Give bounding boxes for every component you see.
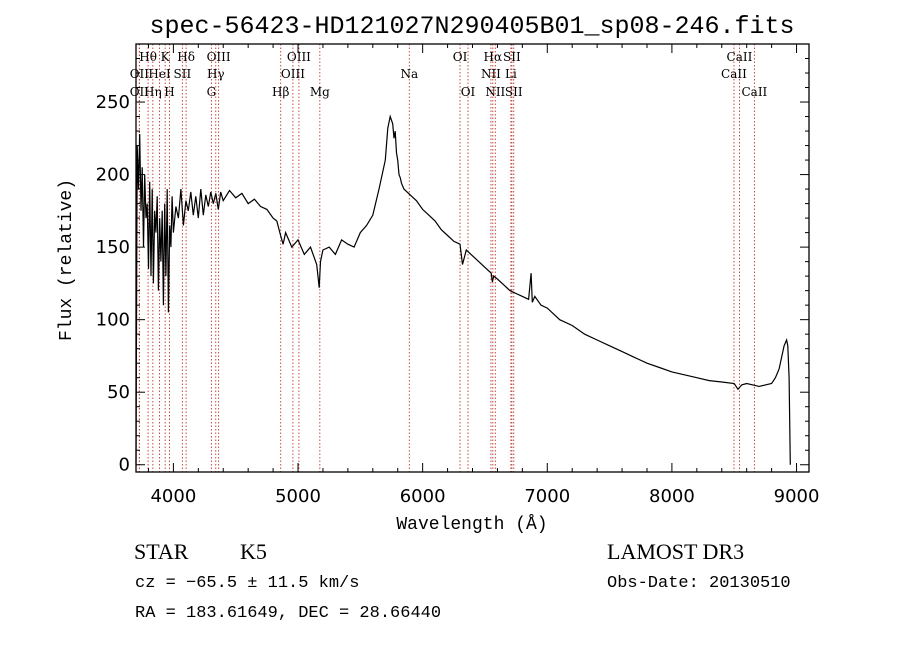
x-tick-label-2: 6000 <box>400 486 446 507</box>
line-label-10: Hγ <box>207 67 225 81</box>
x-tick-label-5: 9000 <box>774 486 820 507</box>
observation-date: Obs-Date: 20130510 <box>607 574 791 593</box>
line-label-24: SII <box>505 85 523 99</box>
line-label-6: Hδ <box>177 50 195 64</box>
line-label-9: OIII <box>207 50 231 64</box>
line-label-5: Hη <box>144 85 162 99</box>
line-label-8: H <box>164 85 174 99</box>
y-tick-label-1: 50 <box>107 382 130 403</box>
line-label-3: K <box>161 50 171 64</box>
line-label-22: Li <box>505 67 517 81</box>
object-class: STAR <box>134 539 189 564</box>
spectral-line-markers <box>138 44 755 472</box>
y-axis-label: Flux (relative) <box>57 179 77 341</box>
chart-title: spec-56423-HD121027N290405B01_sp08-246.f… <box>149 12 794 41</box>
object-subclass: K5 <box>240 539 267 564</box>
y-tick-label-2: 100 <box>96 310 130 331</box>
line-label-27: CaII <box>741 85 767 99</box>
y-tick-label-5: 250 <box>96 92 130 113</box>
x-tick-label-3: 7000 <box>524 486 570 507</box>
line-label-13: OIII <box>281 67 305 81</box>
y-tick-label-0: 0 <box>119 455 130 476</box>
line-label-4: HeI <box>148 67 171 81</box>
plot-frame <box>135 43 810 473</box>
line-label-7: SII <box>174 67 192 81</box>
x-axis-ticks: 4000 5000 6000 7000 8000 9000 <box>147 44 820 507</box>
y-tick-label-3: 150 <box>96 237 130 258</box>
y-tick-label-4: 200 <box>96 165 130 186</box>
line-label-0: Hθ <box>139 50 157 64</box>
line-label-18: OI <box>461 85 476 99</box>
line-label-25: CaII <box>727 50 753 64</box>
line-label-26: CaII <box>721 67 747 81</box>
line-label-11: G <box>207 85 217 99</box>
line-label-14: Hβ <box>272 85 289 99</box>
sky-coordinates: RA = 183.61649, DEC = 28.66440 <box>135 604 442 623</box>
line-label-20: SII <box>503 50 521 64</box>
line-label-19: Hα <box>484 50 503 64</box>
x-tick-label-1: 5000 <box>275 486 321 507</box>
line-label-17: OI <box>453 50 468 64</box>
x-tick-label-4: 8000 <box>649 486 695 507</box>
line-label-23: NII <box>485 85 505 99</box>
line-label-12: OIII <box>287 50 311 64</box>
redshift-velocity: cz = −65.5 ± 11.5 km/s <box>135 574 360 593</box>
x-axis-label: Wavelength (Å) <box>396 514 547 535</box>
flux-series-line <box>135 114 791 465</box>
line-label-1: OII <box>130 67 150 81</box>
line-label-15: Mg <box>310 85 330 99</box>
y-axis-ticks: 0 50 100 150 200 250 <box>96 58 809 476</box>
line-label-2: OII <box>130 85 150 99</box>
line-label-16: Na <box>400 67 418 81</box>
survey-name: LAMOST DR3 <box>607 539 745 564</box>
x-tick-label-0: 4000 <box>150 486 196 507</box>
line-label-21: NII <box>481 67 501 81</box>
